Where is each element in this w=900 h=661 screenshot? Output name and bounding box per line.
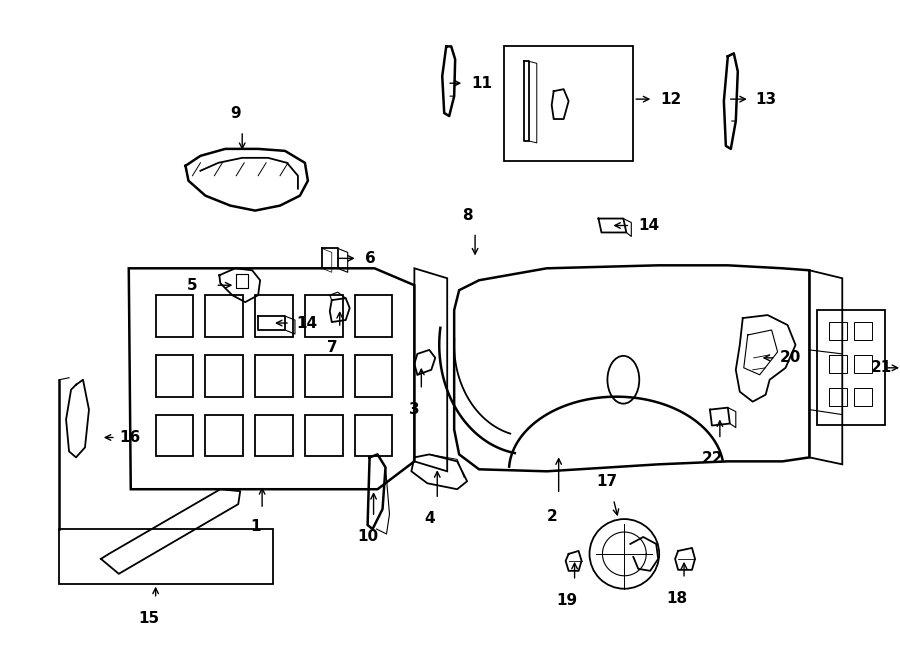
Bar — [504, 46, 634, 161]
Bar — [829, 388, 847, 406]
Bar — [205, 295, 243, 337]
Bar — [305, 414, 343, 456]
Bar — [255, 355, 293, 397]
Bar — [205, 355, 243, 397]
Text: 18: 18 — [667, 591, 688, 605]
Bar — [156, 414, 194, 456]
Bar — [854, 322, 872, 340]
Bar — [305, 355, 343, 397]
Text: 10: 10 — [357, 529, 378, 544]
Text: 20: 20 — [779, 350, 801, 366]
Bar — [829, 322, 847, 340]
Bar — [156, 295, 194, 337]
Text: 14: 14 — [638, 218, 660, 233]
Text: 2: 2 — [546, 509, 557, 524]
Text: 22: 22 — [702, 451, 724, 467]
Text: 4: 4 — [424, 511, 435, 526]
Text: 5: 5 — [187, 278, 197, 293]
Bar — [255, 414, 293, 456]
Text: 19: 19 — [556, 593, 577, 607]
Bar — [156, 355, 194, 397]
Text: 11: 11 — [471, 76, 492, 91]
Text: 1: 1 — [250, 519, 260, 534]
Text: 6: 6 — [364, 251, 375, 266]
Text: 21: 21 — [871, 360, 892, 375]
Bar — [355, 355, 392, 397]
Text: 7: 7 — [328, 340, 338, 355]
Bar — [829, 355, 847, 373]
Bar — [255, 295, 293, 337]
Bar — [355, 295, 392, 337]
Text: 13: 13 — [756, 92, 777, 106]
Bar — [854, 355, 872, 373]
Text: 17: 17 — [596, 474, 617, 489]
Bar — [59, 529, 273, 584]
Bar — [854, 388, 872, 406]
Bar — [355, 414, 392, 456]
Bar — [205, 414, 243, 456]
Text: 16: 16 — [119, 430, 140, 445]
Text: 3: 3 — [410, 402, 419, 416]
Text: 9: 9 — [230, 106, 240, 121]
Bar — [305, 295, 343, 337]
Text: 15: 15 — [138, 611, 159, 625]
Text: 12: 12 — [661, 92, 681, 106]
Bar — [817, 310, 885, 424]
Text: 14: 14 — [296, 315, 317, 330]
Text: 8: 8 — [462, 208, 472, 223]
